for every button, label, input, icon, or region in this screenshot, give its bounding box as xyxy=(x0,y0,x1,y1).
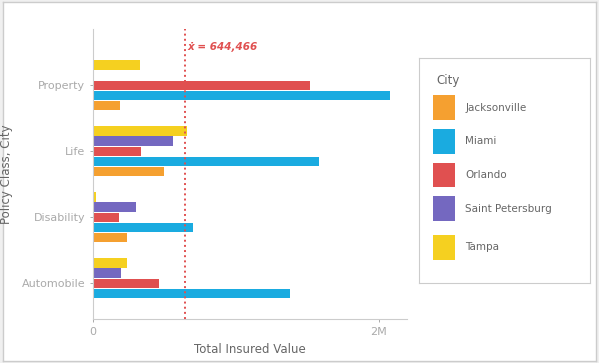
Bar xyxy=(93,126,187,136)
Bar xyxy=(93,101,120,110)
Text: ẋ = 644,466: ẋ = 644,466 xyxy=(188,42,258,52)
Bar xyxy=(93,212,119,222)
Text: Tampa: Tampa xyxy=(465,242,500,252)
FancyBboxPatch shape xyxy=(433,235,455,260)
Bar xyxy=(93,192,96,202)
Bar xyxy=(93,203,136,212)
Bar xyxy=(93,289,290,298)
Bar xyxy=(93,233,127,242)
Bar xyxy=(93,147,141,156)
Bar xyxy=(93,258,127,268)
Text: Miami: Miami xyxy=(465,136,497,146)
Bar xyxy=(93,269,122,278)
Bar xyxy=(93,223,193,232)
Bar xyxy=(93,136,173,146)
Bar xyxy=(93,90,390,100)
Bar xyxy=(93,61,140,70)
Text: Jacksonville: Jacksonville xyxy=(465,103,527,113)
Y-axis label: Policy Class, City: Policy Class, City xyxy=(0,125,13,224)
Bar xyxy=(93,81,310,90)
Bar xyxy=(93,156,319,166)
Bar xyxy=(93,278,159,288)
FancyBboxPatch shape xyxy=(433,196,455,221)
X-axis label: Total Insured Value: Total Insured Value xyxy=(194,343,306,356)
FancyBboxPatch shape xyxy=(433,95,455,120)
Text: City: City xyxy=(436,74,460,87)
Text: Saint Petersburg: Saint Petersburg xyxy=(465,204,552,214)
FancyBboxPatch shape xyxy=(433,129,455,154)
Bar xyxy=(93,167,164,176)
FancyBboxPatch shape xyxy=(433,163,455,188)
Text: Orlando: Orlando xyxy=(465,170,507,180)
